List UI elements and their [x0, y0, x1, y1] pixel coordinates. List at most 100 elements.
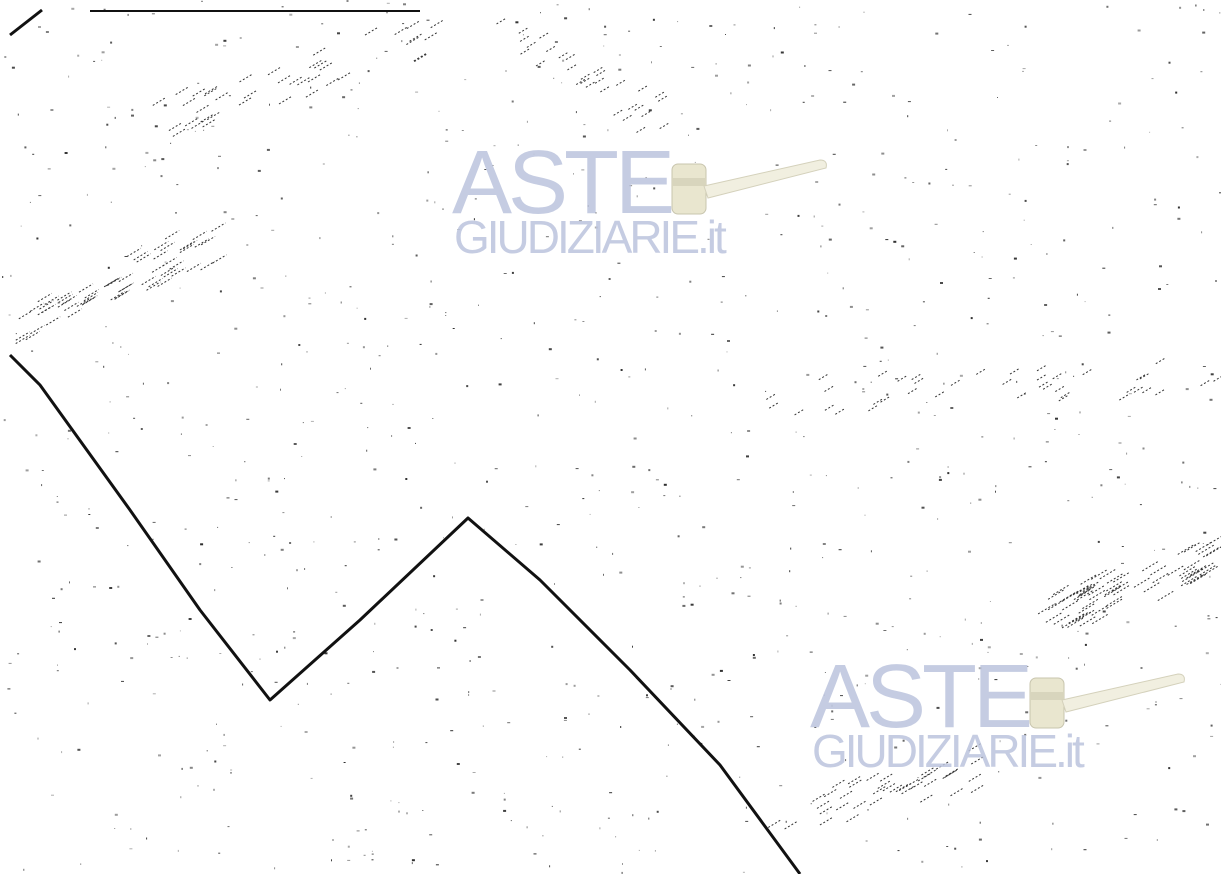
noise-dot	[362, 346, 365, 349]
noise-dot	[216, 723, 217, 725]
hatch-dash	[613, 108, 624, 116]
noise-dot	[445, 129, 448, 131]
noise-dot	[503, 809, 507, 812]
noise-dot	[651, 61, 652, 64]
hatch-dash	[1179, 565, 1196, 577]
noise-dot	[346, 342, 349, 344]
noise-dot	[41, 484, 43, 487]
noise-dot	[1219, 12, 1221, 14]
noise-dot	[1154, 198, 1157, 201]
noise-dot	[865, 309, 869, 311]
noise-dot	[289, 13, 293, 16]
noise-dot	[1209, 398, 1213, 401]
noise-dot	[101, 51, 105, 54]
hatch-dash	[364, 27, 378, 36]
noise-dot	[916, 448, 920, 450]
noise-dot	[492, 165, 494, 166]
hatch-dash	[1112, 581, 1129, 592]
hatch-dash	[1205, 546, 1221, 557]
noise-dot	[74, 648, 76, 651]
noise-dot	[350, 89, 353, 91]
noise-dot	[223, 211, 227, 214]
noise-dot	[227, 826, 230, 828]
noise-dot	[435, 352, 438, 355]
noise-dot	[163, 632, 166, 635]
noise-dot	[691, 415, 693, 417]
noise-dot	[215, 43, 219, 46]
noise-dot	[799, 6, 801, 8]
hatch-dash	[1037, 603, 1055, 615]
noise-dot	[58, 630, 60, 633]
noise-dot	[968, 185, 972, 187]
noise-dot	[505, 70, 507, 72]
hatch-dash	[496, 17, 507, 25]
noise-dot	[429, 834, 433, 836]
noise-dot	[620, 726, 622, 728]
hatch-dash	[133, 251, 148, 261]
noise-dot	[108, 432, 110, 434]
noise-dot	[679, 495, 681, 497]
noise-dot	[628, 30, 631, 32]
noise-dot	[391, 435, 393, 437]
noise-dot	[742, 871, 745, 873]
noise-dot	[648, 817, 650, 820]
noise-dot	[434, 201, 436, 204]
noise-dot	[363, 854, 366, 856]
hatch-dash	[191, 120, 204, 129]
hatch-dash	[1058, 394, 1070, 402]
hatch-dash	[1104, 584, 1122, 596]
noise-dot	[52, 597, 55, 599]
noise-dot	[463, 627, 467, 629]
noise-dot	[8, 662, 12, 664]
hatch-dash	[1099, 568, 1117, 580]
hatch-dash	[1183, 559, 1201, 571]
noise-dot	[785, 820, 787, 823]
hatch-dash	[141, 275, 156, 286]
hatch-dash	[239, 74, 252, 83]
noise-dot	[373, 468, 377, 471]
noise-dot	[1127, 415, 1131, 417]
noise-dot	[205, 424, 208, 426]
noise-dot	[415, 608, 417, 611]
noise-dot	[638, 507, 640, 508]
noise-dot	[936, 352, 938, 355]
hatch-dash	[1091, 605, 1108, 616]
noise-dot	[235, 479, 237, 482]
noise-dot	[32, 153, 35, 155]
noise-dot	[144, 166, 146, 168]
hatch-dash	[182, 239, 198, 250]
noise-dot	[231, 218, 235, 220]
noise-dot	[17, 653, 20, 655]
noise-dot	[1179, 6, 1182, 9]
noise-dot	[1007, 44, 1009, 46]
noise-dot	[406, 812, 408, 815]
noise-dot	[973, 252, 975, 253]
noise-dot	[795, 605, 797, 607]
noise-dot	[809, 651, 813, 653]
noise-dot	[750, 716, 754, 718]
noise-dot	[842, 287, 844, 290]
noise-dot	[1055, 417, 1058, 420]
noise-dot	[1195, 4, 1197, 7]
hatch-dash	[175, 86, 188, 96]
noise-dot	[740, 577, 742, 579]
hatch-dash	[25, 330, 41, 341]
noise-dot	[717, 369, 719, 372]
noise-dot	[337, 32, 340, 35]
hatch-dash	[835, 407, 846, 415]
noise-dot	[69, 581, 70, 584]
noise-dot	[648, 109, 652, 112]
noise-dot	[234, 499, 238, 501]
noise-dot	[678, 332, 681, 335]
hatch-dash	[824, 385, 835, 392]
hatch-dash	[57, 298, 73, 308]
noise-dot	[367, 427, 369, 429]
hatch-dash	[585, 80, 597, 88]
hatch-dash	[211, 222, 226, 232]
noise-dot	[582, 498, 585, 500]
noise-dot	[1215, 280, 1217, 282]
noise-dot	[854, 381, 857, 384]
noise-dot	[862, 391, 866, 393]
noise-dot	[455, 608, 458, 610]
